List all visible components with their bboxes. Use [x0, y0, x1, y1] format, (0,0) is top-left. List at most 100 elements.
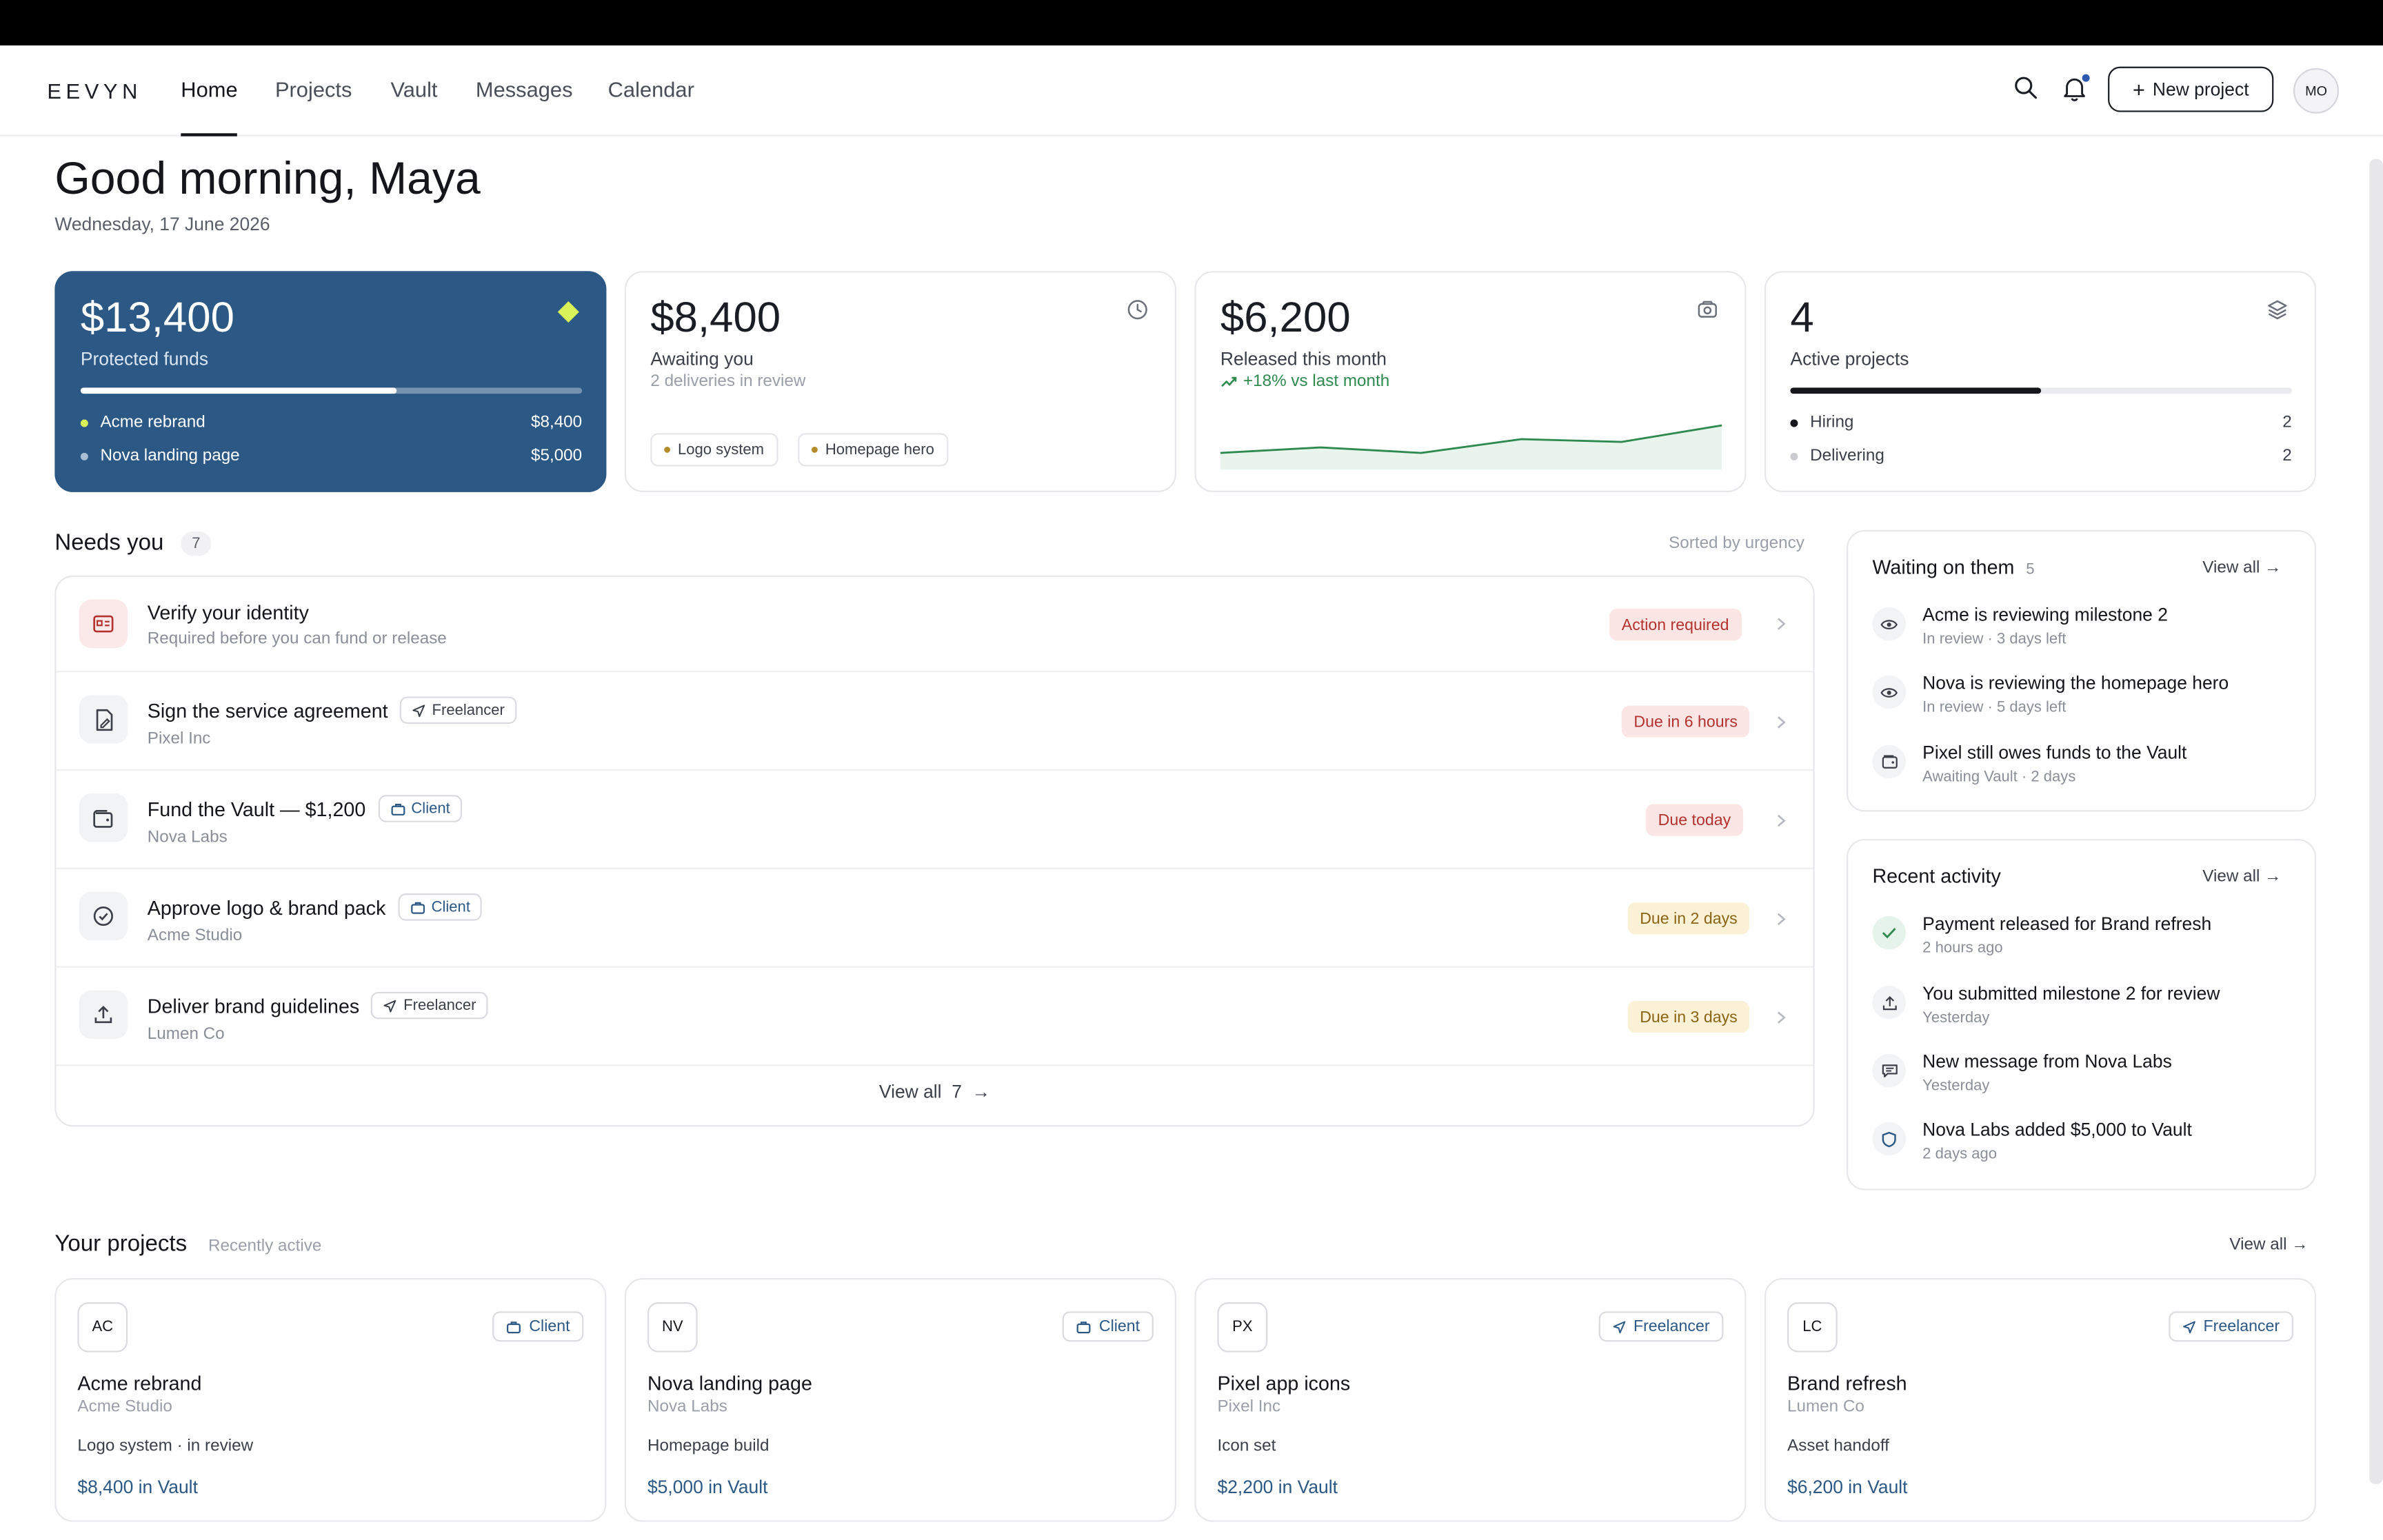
sort-label[interactable]: Sorted by urgency: [1669, 534, 1804, 553]
activity-item[interactable]: Payment released for Brand refresh 2 hou…: [1872, 913, 2297, 974]
projects-view-all[interactable]: View all →: [2229, 1235, 2309, 1254]
released-card[interactable]: $6,200 Released this month +18% vs last …: [1194, 271, 1747, 492]
activity-item[interactable]: New message from Nova Labs Yesterday: [1872, 1051, 2297, 1112]
pill-label: Homepage hero: [825, 441, 934, 458]
project-vault: $2,200 in Vault: [1217, 1476, 1338, 1498]
title-text: Approve logo & brand pack: [147, 895, 386, 919]
pill-homepage-hero[interactable]: Homepage hero: [798, 433, 948, 467]
nav-calendar[interactable]: Calendar: [607, 77, 694, 102]
needs-title: Verify your identity: [148, 601, 309, 624]
layers-icon: [2266, 298, 2289, 321]
nav-messages[interactable]: Messages: [475, 77, 573, 102]
muted-dot: [1790, 452, 1798, 460]
active-row-hiring: Hiring 2: [1790, 410, 2292, 434]
dark-dot: [1790, 418, 1798, 427]
needs-view-all[interactable]: View all 7 →: [878, 1081, 991, 1103]
pill-logo-system[interactable]: Logo system: [650, 433, 778, 467]
role-label: Client: [529, 1317, 570, 1336]
chevron-right-icon: [1777, 618, 1786, 630]
user-avatar[interactable]: MO: [2293, 68, 2340, 114]
project-name: Pixel app icons: [1217, 1372, 1351, 1395]
camera-cash-icon: [1696, 298, 1719, 321]
waiting-item[interactable]: Pixel still owes funds to the Vault Awai…: [1872, 742, 2297, 802]
role-label: Client: [1098, 1317, 1140, 1336]
activity-panel: Recent activity View all → Payment relea…: [1846, 838, 2317, 1191]
send-icon: [1613, 1320, 1625, 1333]
new-project-button[interactable]: + New project: [2108, 66, 2274, 112]
role-tag: Client: [398, 893, 483, 921]
awaiting-sub: 2 deliveries in review: [650, 372, 806, 391]
row-value: 2: [2282, 413, 2292, 432]
nav-vault[interactable]: Vault: [390, 77, 438, 102]
needs-item-approve[interactable]: Approve logo & brand pack Client Acme St…: [56, 869, 1813, 968]
eye-icon: [1872, 607, 1906, 641]
activity-text: Payment released for Brand refresh: [1922, 913, 2212, 935]
sparkline-line: [1220, 424, 1722, 454]
briefcase-icon: [390, 802, 405, 815]
notification-dot: [2082, 74, 2090, 82]
awaiting-card[interactable]: $8,400 Awaiting you 2 deliveries in revi…: [624, 271, 1176, 492]
id-card-icon: [79, 599, 128, 649]
project-desc: Icon set: [1217, 1437, 1276, 1456]
row-value: $5,000: [530, 447, 583, 465]
protected-funds-card[interactable]: $13,400 Protected funds Acme rebrand $8,…: [54, 271, 607, 492]
activity-text: New message from Nova Labs: [1922, 1051, 2172, 1073]
clock-icon: [1126, 298, 1149, 321]
active-count: 4: [1790, 294, 1814, 341]
search-icon[interactable]: [2013, 76, 2044, 106]
top-nav: EEVYN Home Projects Vault Messages Calen…: [0, 45, 2383, 136]
activity-sub: 2 days ago: [1922, 1146, 1998, 1164]
needs-count: 7: [181, 531, 212, 556]
lime-dot: [80, 418, 88, 427]
activity-item[interactable]: Nova Labs added $5,000 to Vault 2 days a…: [1872, 1119, 2297, 1179]
status-badge: Action required: [1609, 609, 1742, 641]
upload-icon: [79, 990, 128, 1039]
project-card-acme[interactable]: AC Client Acme rebrand Acme Studio Logo …: [54, 1278, 607, 1522]
needs-sub: Required before you can fund or release: [147, 629, 447, 649]
project-initials: LC: [1787, 1302, 1838, 1352]
waiting-count: 5: [2026, 561, 2035, 579]
activity-sub: Yesterday: [1922, 1078, 1990, 1095]
needs-item-sign[interactable]: Sign the service agreement Freelancer Pi…: [56, 672, 1813, 771]
needs-item-fund[interactable]: Fund the Vault — $1,200 Client Nova Labs…: [56, 771, 1813, 869]
projects-title: Your projects: [54, 1230, 188, 1257]
bell-icon[interactable]: [2062, 76, 2093, 106]
row-label: Hiring: [1810, 413, 1854, 432]
released-sparkline: [1220, 424, 1722, 469]
waiting-item[interactable]: Acme is reviewing milestone 2 In review …: [1872, 604, 2297, 665]
role-tag: Freelancer: [371, 991, 489, 1020]
title-text: Sign the service agreement: [147, 698, 388, 722]
status-badge: Due today: [1646, 804, 1743, 836]
active-tab-indicator: [181, 133, 237, 136]
title-text: Fund the Vault — $1,200: [147, 797, 366, 820]
role-label: Client: [411, 800, 450, 818]
activity-text: You submitted milestone 2 for review: [1922, 982, 2220, 1004]
needs-title: Deliver brand guidelines Freelancer: [148, 991, 489, 1020]
document-sign-icon: [79, 695, 128, 744]
activity-view-all[interactable]: View all →: [2202, 867, 2282, 886]
waiting-view-all[interactable]: View all →: [2202, 558, 2282, 577]
activity-item[interactable]: You submitted milestone 2 for review Yes…: [1872, 983, 2297, 1044]
waiting-panel: Waiting on them 5 View all → Acme is rev…: [1846, 529, 2317, 812]
needs-item-verify[interactable]: Verify your identity Required before you…: [56, 577, 1813, 673]
active-projects-card[interactable]: 4 Active projects Hiring 2 Delivering 2: [1764, 271, 2317, 492]
released-label: Released this month: [1220, 348, 1387, 369]
released-trend: +18% vs last month: [1220, 372, 1389, 391]
nav-home[interactable]: Home: [181, 77, 238, 102]
page-scrollbar[interactable]: [2369, 159, 2383, 1484]
waiting-item[interactable]: Nova is reviewing the homepage hero In r…: [1872, 672, 2297, 733]
role-label: Client: [431, 898, 470, 915]
briefcase-icon: [507, 1321, 521, 1333]
message-icon: [1872, 1053, 1906, 1088]
project-card-nova[interactable]: NV Client Nova landing page Nova Labs Ho…: [624, 1278, 1176, 1522]
needs-item-deliver[interactable]: Deliver brand guidelines Freelancer Lume…: [56, 968, 1813, 1066]
status-dot: [664, 447, 671, 453]
brand-logo[interactable]: EEVYN: [47, 79, 143, 103]
project-card-pixel[interactable]: PX Freelancer Pixel app icons Pixel Inc …: [1194, 1278, 1747, 1522]
system-bar: [0, 0, 2383, 45]
project-card-lumen[interactable]: LC Freelancer Brand refresh Lumen Co Ass…: [1764, 1278, 2317, 1522]
waiting-sub: In review · 5 days left: [1922, 699, 2067, 717]
needs-title: Fund the Vault — $1,200 Client: [148, 795, 463, 822]
row-value: $8,400: [530, 413, 583, 432]
nav-projects[interactable]: Projects: [274, 77, 352, 102]
